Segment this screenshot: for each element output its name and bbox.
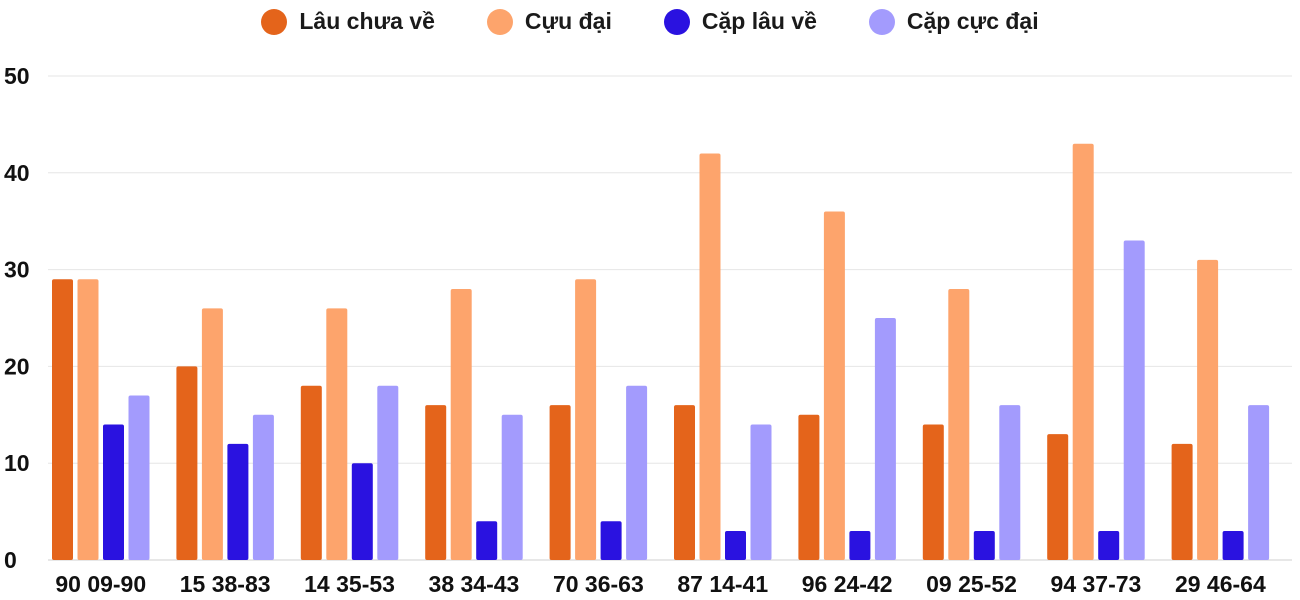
bar[interactable] bbox=[823, 211, 845, 560]
bar[interactable] bbox=[549, 405, 571, 560]
bar[interactable] bbox=[1123, 240, 1145, 560]
bar[interactable] bbox=[922, 424, 944, 560]
bar[interactable] bbox=[425, 405, 447, 560]
bar[interactable] bbox=[798, 414, 820, 560]
bar[interactable] bbox=[725, 530, 746, 560]
bar[interactable] bbox=[849, 530, 871, 560]
bar[interactable] bbox=[874, 318, 896, 560]
x-tick-label: 29 46-64 bbox=[1175, 571, 1266, 597]
bar[interactable] bbox=[750, 424, 772, 560]
bar[interactable] bbox=[626, 385, 648, 560]
legend-item-cuu-dai[interactable]: Cựu đại bbox=[486, 8, 612, 35]
x-tick-label: 90 09-90 bbox=[55, 571, 146, 597]
bar[interactable] bbox=[948, 288, 970, 560]
legend-item-cap-lau-ve[interactable]: Cặp lâu về bbox=[663, 8, 817, 35]
legend-swatch-cap-lau-ve bbox=[663, 8, 690, 35]
x-tick-label: 87 14-41 bbox=[677, 571, 768, 597]
bar[interactable] bbox=[699, 153, 721, 560]
bar[interactable] bbox=[128, 395, 150, 560]
x-tick-label: 09 25-52 bbox=[926, 571, 1017, 597]
bar[interactable] bbox=[999, 405, 1021, 560]
legend-swatch-cuu-dai bbox=[486, 8, 513, 35]
bar[interactable] bbox=[326, 308, 348, 560]
bar[interactable] bbox=[1098, 530, 1120, 560]
x-tick-label: 94 37-73 bbox=[1051, 571, 1142, 597]
bar[interactable] bbox=[476, 521, 498, 560]
bar[interactable] bbox=[1248, 405, 1270, 560]
bar[interactable] bbox=[300, 385, 322, 560]
y-tick-label: 20 bbox=[4, 353, 30, 379]
y-tick-label: 40 bbox=[4, 160, 30, 186]
y-tick-label: 10 bbox=[4, 450, 30, 476]
bar[interactable] bbox=[1072, 143, 1094, 560]
x-tick-label: 14 35-53 bbox=[304, 571, 395, 597]
bar[interactable] bbox=[351, 463, 373, 560]
x-tick-label: 38 34-43 bbox=[429, 571, 520, 597]
legend: Lâu chưa về Cựu đại Cặp lâu về Cặp cực đ… bbox=[0, 8, 1300, 35]
y-tick-label: 50 bbox=[4, 63, 30, 89]
bar[interactable] bbox=[201, 308, 223, 560]
legend-swatch-lau-chua-ve bbox=[261, 8, 288, 35]
legend-label-cap-cuc-dai: Cặp cực đại bbox=[906, 8, 1039, 34]
bar[interactable] bbox=[973, 530, 995, 560]
y-tick-label: 0 bbox=[4, 547, 17, 573]
legend-label-cuu-dai: Cựu đại bbox=[524, 8, 612, 34]
x-tick-label: 15 38-83 bbox=[180, 571, 271, 597]
bar[interactable] bbox=[77, 279, 99, 560]
legend-label-cap-lau-ve: Cặp lâu về bbox=[701, 8, 817, 34]
y-tick-label: 30 bbox=[4, 257, 30, 283]
bar[interactable] bbox=[103, 424, 124, 560]
bar[interactable] bbox=[1197, 259, 1219, 560]
bar[interactable] bbox=[674, 405, 695, 560]
bar[interactable] bbox=[575, 279, 597, 560]
bar[interactable] bbox=[377, 385, 399, 560]
bar[interactable] bbox=[1047, 434, 1069, 560]
bar[interactable] bbox=[600, 521, 622, 560]
bar[interactable] bbox=[501, 414, 523, 560]
y-axis-ticks: 0 10 20 30 40 50 bbox=[4, 63, 30, 573]
bar[interactable] bbox=[450, 288, 472, 560]
bar[interactable] bbox=[176, 366, 198, 560]
bar[interactable] bbox=[227, 443, 249, 560]
legend-item-lau-chua-ve[interactable]: Lâu chưa về bbox=[261, 8, 435, 35]
legend-label-lau-chua-ve: Lâu chưa về bbox=[299, 8, 435, 34]
legend-item-cap-cuc-dai[interactable]: Cặp cực đại bbox=[868, 8, 1039, 35]
x-axis-ticks: 90 09-90 15 38-83 14 35-53 38 34-43 70 36-63… bbox=[55, 571, 1266, 597]
bar[interactable] bbox=[252, 414, 274, 560]
x-tick-label: 70 36-63 bbox=[553, 571, 644, 597]
bar[interactable] bbox=[52, 279, 73, 560]
bar[interactable] bbox=[1222, 530, 1244, 560]
x-tick-label: 96 24-42 bbox=[802, 571, 893, 597]
bars bbox=[52, 143, 1270, 560]
legend-swatch-cap-cuc-dai bbox=[868, 8, 895, 35]
bar[interactable] bbox=[1171, 443, 1193, 560]
